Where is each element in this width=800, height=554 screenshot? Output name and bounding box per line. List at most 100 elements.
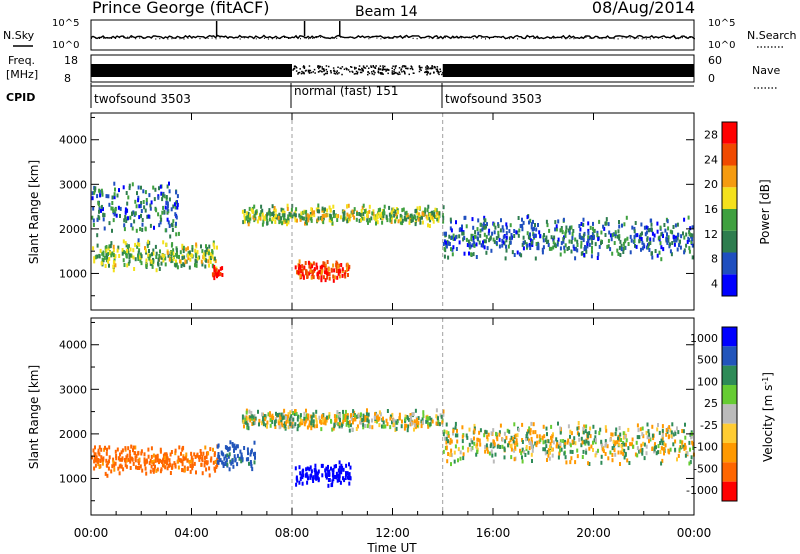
heatmap-cell xyxy=(336,218,339,222)
heatmap-cell xyxy=(588,242,591,247)
heatmap-cell xyxy=(166,459,169,464)
heatmap-cell xyxy=(474,234,476,239)
heatmap-cell xyxy=(374,412,376,417)
heatmap-cell xyxy=(501,225,504,230)
heatmap-cell xyxy=(546,450,549,454)
heatmap-cell xyxy=(352,210,355,214)
heatmap-cell xyxy=(470,438,473,443)
heatmap-cell xyxy=(600,439,603,444)
heatmap-cell xyxy=(649,437,652,442)
nave-dot xyxy=(396,72,398,75)
heatmap-cell xyxy=(163,210,166,214)
heatmap-cell xyxy=(530,225,533,230)
heatmap-cell xyxy=(314,463,317,468)
heatmap-cell xyxy=(564,243,567,248)
heatmap-cell xyxy=(213,276,216,281)
heatmap-cell xyxy=(338,274,341,279)
heatmap-cell xyxy=(310,207,313,212)
heatmap-cell xyxy=(191,245,194,249)
heatmap-cell xyxy=(581,251,584,255)
heatmap-cell xyxy=(604,221,607,226)
heatmap-cell xyxy=(689,233,692,238)
heatmap-cell xyxy=(528,429,531,434)
heatmap-cell xyxy=(689,447,691,452)
heatmap-cell xyxy=(110,206,113,211)
heatmap-cell xyxy=(674,235,677,240)
heatmap-cell xyxy=(450,453,453,458)
heatmap-cell xyxy=(415,208,418,213)
heatmap-cell xyxy=(253,213,256,218)
heatmap-cell xyxy=(354,417,357,422)
heatmap-cell xyxy=(654,249,657,253)
heatmap-cell xyxy=(165,242,168,247)
heatmap-cell xyxy=(526,215,529,220)
heatmap-cell xyxy=(592,226,594,231)
heatmap-cell xyxy=(345,216,348,221)
heatmap-cell xyxy=(336,478,339,483)
colorbar-swatch xyxy=(722,385,737,405)
heatmap-cell xyxy=(440,414,443,419)
heatmap-cell xyxy=(189,464,192,468)
heatmap-cell xyxy=(535,242,538,246)
heatmap-cell xyxy=(651,231,654,236)
nsky-tick-top: 10^5 xyxy=(52,18,79,29)
heatmap-cell xyxy=(521,455,523,460)
heatmap-cell xyxy=(505,238,508,243)
heatmap-cell xyxy=(177,465,180,470)
heatmap-cell xyxy=(122,258,125,263)
nave-dot xyxy=(310,71,313,74)
heatmap-cell xyxy=(670,252,673,257)
heatmap-cell xyxy=(191,253,193,258)
nave-dot xyxy=(360,71,363,74)
heatmap-cell xyxy=(177,455,180,460)
nave-dot xyxy=(303,72,305,75)
heatmap-cell xyxy=(308,420,311,425)
heatmap-cell xyxy=(475,452,478,457)
heatmap-cell xyxy=(510,236,513,241)
heatmap-cell xyxy=(366,418,369,423)
heatmap-cell xyxy=(272,211,275,216)
heatmap-cell xyxy=(219,458,222,463)
heatmap-cell xyxy=(437,215,440,220)
heatmap-cell xyxy=(579,227,582,232)
heatmap-cell xyxy=(261,222,264,227)
heatmap-cell xyxy=(552,240,555,245)
heatmap-cell xyxy=(442,242,445,246)
heatmap-cell xyxy=(156,458,159,463)
heatmap-cell xyxy=(279,416,282,420)
heatmap-cell xyxy=(212,240,215,245)
heatmap-cell xyxy=(368,218,371,223)
heatmap-cell xyxy=(499,228,502,233)
heatmap-cell xyxy=(154,454,157,459)
heatmap-cell xyxy=(615,427,618,432)
heatmap-cell xyxy=(588,431,591,436)
heatmap-cell xyxy=(130,253,133,258)
heatmap-cell xyxy=(671,422,674,427)
heatmap-cell xyxy=(444,436,447,441)
heatmap-cell xyxy=(186,466,189,471)
heatmap-cell xyxy=(306,425,309,430)
colorbar-tick-label: -1000 xyxy=(686,484,718,497)
nave-dot xyxy=(323,73,326,76)
heatmap-cell xyxy=(542,440,545,445)
heatmap-cell xyxy=(208,256,211,260)
heatmap-cell xyxy=(690,455,693,460)
heatmap-cell xyxy=(559,430,562,435)
heatmap-cell xyxy=(486,449,489,454)
heatmap-cell xyxy=(175,221,177,226)
heatmap-cell xyxy=(470,233,473,238)
nave-dot xyxy=(325,65,328,67)
heatmap-cell xyxy=(120,450,123,455)
heatmap-cell xyxy=(302,275,305,280)
nave-dot xyxy=(408,73,410,76)
heatmap-cell xyxy=(125,208,128,213)
heatmap-cell xyxy=(620,247,623,252)
nave-dot xyxy=(346,68,348,71)
heatmap-cell xyxy=(331,221,334,226)
heatmap-cell xyxy=(609,450,612,455)
heatmap-cell xyxy=(590,236,593,241)
heatmap-cell xyxy=(493,440,495,445)
nave-dot xyxy=(425,70,427,73)
heatmap-cell xyxy=(112,244,115,249)
heatmap-cell xyxy=(161,459,163,464)
